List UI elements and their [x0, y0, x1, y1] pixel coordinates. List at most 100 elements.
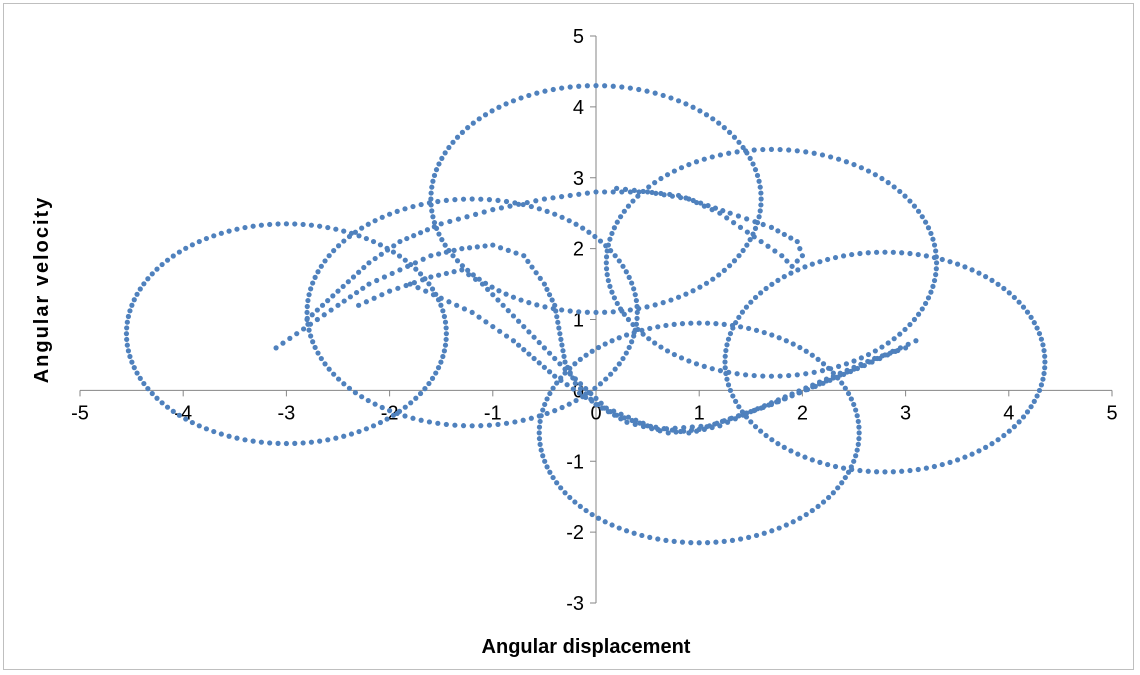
orbit-point: [149, 271, 155, 277]
orbit-point: [292, 221, 298, 227]
orbit-point: [1024, 409, 1031, 415]
x-tick-label: 2: [797, 402, 808, 424]
orbit-point: [855, 418, 861, 425]
orbit-point: [124, 342, 130, 348]
trajectory-point: [636, 189, 642, 195]
orbit-point: [586, 229, 592, 235]
orbit-point: [616, 361, 622, 367]
trajectory-point: [772, 248, 778, 254]
trajectory-point: [513, 250, 519, 256]
orbit-point: [733, 320, 739, 326]
trajectory-point: [374, 277, 380, 284]
orbit-point: [544, 208, 550, 214]
orbit-point: [396, 408, 403, 414]
orbit-point: [526, 300, 532, 306]
orbit-point: [431, 172, 438, 179]
orbit-point: [1031, 320, 1037, 326]
orbit-point: [969, 267, 975, 273]
orbit-point: [402, 413, 408, 419]
orbit-point: [335, 376, 342, 382]
orbit-point: [811, 150, 817, 156]
trajectory-point: [629, 417, 635, 424]
orbit-point: [352, 390, 358, 396]
trajectory-point: [482, 243, 488, 249]
orbit-point: [630, 198, 636, 204]
trajectory-point: [743, 410, 749, 416]
trajectory-point: [678, 428, 684, 435]
y-tick-label: -1: [566, 451, 584, 473]
orbit-point: [616, 258, 622, 264]
trajectory-point: [774, 399, 780, 405]
orbit-point: [352, 229, 358, 235]
trajectory-point: [473, 276, 479, 282]
orbit-point: [520, 201, 526, 208]
orbit-point: [592, 385, 598, 391]
orbit-point: [443, 336, 449, 343]
trajectory-point: [553, 308, 559, 314]
orbit-point: [559, 85, 565, 91]
orbit-point: [919, 306, 925, 312]
orbit-point: [668, 297, 674, 303]
trajectory-point: [287, 335, 293, 341]
trajectory-point: [794, 258, 800, 264]
orbit-point: [832, 254, 839, 261]
trajectory-point: [775, 228, 781, 234]
orbit-point: [608, 371, 614, 377]
orbit-point: [753, 327, 760, 333]
orbit-point: [839, 380, 845, 386]
orbit-point: [688, 320, 694, 326]
orbit-point: [443, 197, 449, 204]
orbit-point: [623, 528, 630, 534]
orbit-point: [817, 259, 823, 265]
orbit-point: [660, 92, 666, 99]
orbit-point: [589, 511, 595, 518]
orbit-point: [743, 372, 749, 378]
orbit-point: [819, 152, 826, 158]
trajectory-point: [366, 281, 372, 287]
orbit-point: [797, 344, 803, 351]
trajectory-point: [443, 270, 449, 277]
x-tick-label: 3: [900, 402, 911, 424]
orbit-point: [717, 368, 724, 374]
orbit-point: [333, 435, 339, 441]
trajectory-point: [389, 270, 395, 277]
orbit-point: [995, 281, 1001, 287]
trajectory-point: [516, 318, 522, 324]
orbit-point: [758, 196, 764, 202]
orbit-point: [686, 358, 692, 364]
orbit-point: [856, 436, 862, 442]
trajectory-point: [564, 382, 570, 388]
orbit-point: [775, 441, 781, 447]
trajectory-point: [314, 316, 320, 323]
orbit-point: [717, 152, 724, 158]
x-tick-label: 0: [590, 402, 601, 424]
orbit-point: [683, 291, 689, 297]
orbit-point: [489, 284, 495, 290]
orbit-point: [528, 203, 534, 210]
orbit-point: [348, 230, 355, 236]
orbit-point: [308, 439, 315, 445]
orbit-point: [740, 247, 746, 254]
orbit-point: [836, 156, 842, 162]
trajectory-point: [593, 395, 599, 401]
trajectory-point: [381, 274, 388, 280]
orbit-point: [538, 413, 544, 419]
orbit-point: [625, 316, 632, 323]
orbit-point: [658, 175, 664, 182]
orbit-point: [218, 431, 224, 437]
trajectory-point: [319, 302, 326, 308]
orbit-point: [183, 416, 189, 422]
orbit-point: [825, 256, 831, 263]
orbit-point: [757, 184, 763, 190]
orbit-point: [567, 308, 573, 314]
orbit-point: [430, 178, 436, 184]
orbit-point: [562, 490, 568, 496]
orbit-point: [292, 440, 298, 446]
orbit-point: [440, 308, 446, 314]
orbit-point: [544, 464, 550, 470]
orbit-point: [176, 412, 182, 418]
orbit-point: [726, 129, 733, 135]
trajectory-point: [469, 309, 475, 316]
orbit-point: [933, 272, 939, 278]
trajectory-point: [712, 205, 719, 211]
